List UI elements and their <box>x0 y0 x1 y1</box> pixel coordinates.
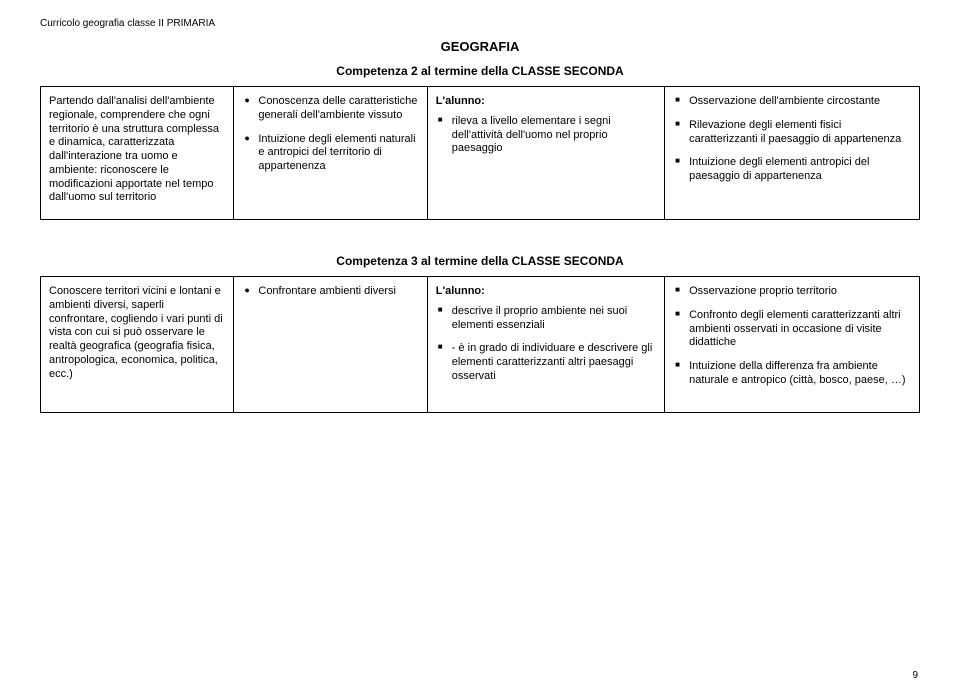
list-item: Intuizione della differenza fra ambiente… <box>673 360 911 388</box>
list-item: descrive il proprio ambiente nei suoi el… <box>436 305 656 333</box>
competenza-2-table: Partendo dall'analisi dell'ambiente regi… <box>40 86 920 220</box>
s3-col4: Osservazione proprio territorio Confront… <box>665 277 920 413</box>
s2-col3: L'alunno: rileva a livello elementare i … <box>427 87 664 220</box>
alunno-label: L'alunno: <box>436 95 656 109</box>
page-title: GEOGRAFIA <box>40 39 920 54</box>
s2-col1: Partendo dall'analisi dell'ambiente regi… <box>41 87 234 220</box>
section3-title: Competenza 3 al termine della CLASSE SEC… <box>40 254 920 268</box>
competenza-3-table: Conoscere territori vicini e lontani e a… <box>40 276 920 413</box>
s2-col4: Osservazione dell'ambiente circostante R… <box>665 87 920 220</box>
page-number: 9 <box>912 670 918 681</box>
section2-title: Competenza 2 al termine della CLASSE SEC… <box>40 64 920 78</box>
s2-col2: Conoscenza delle caratteristiche general… <box>234 87 427 220</box>
list-item: Osservazione dell'ambiente circostante <box>673 95 911 109</box>
list-item: - è in grado di individuare e descrivere… <box>436 342 656 383</box>
alunno-label: L'alunno: <box>436 285 656 299</box>
list-item: Intuizione degli elementi naturali e ant… <box>242 133 418 174</box>
list-item: Confronto degli elementi caratterizzanti… <box>673 309 911 350</box>
list-item: Conoscenza delle caratteristiche general… <box>242 95 418 123</box>
s3-col1: Conoscere territori vicini e lontani e a… <box>41 277 234 413</box>
list-item: rileva a livello elementare i segni dell… <box>436 115 656 156</box>
list-item: Confrontare ambienti diversi <box>242 285 418 299</box>
list-item: Intuizione degli elementi antropici del … <box>673 156 911 184</box>
doc-header: Curricolo geografia classe II PRIMARIA <box>40 18 920 29</box>
s3-col3: L'alunno: descrive il proprio ambiente n… <box>427 277 664 413</box>
s3-col2: Confrontare ambienti diversi <box>234 277 427 413</box>
list-item: Osservazione proprio territorio <box>673 285 911 299</box>
list-item: Rilevazione degli elementi fisici caratt… <box>673 119 911 147</box>
